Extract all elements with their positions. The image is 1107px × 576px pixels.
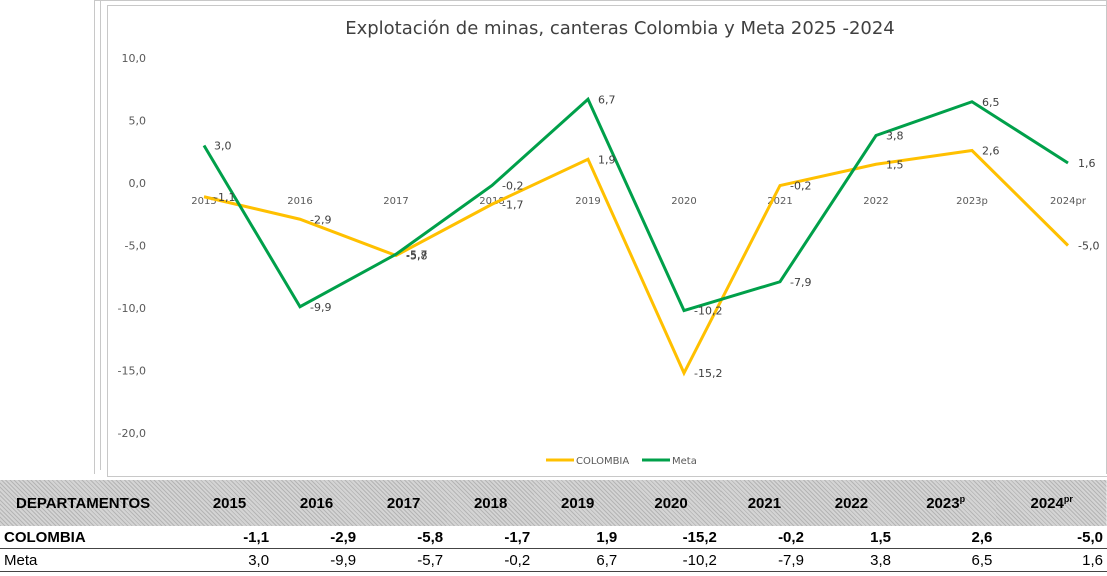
data-label: -7,9 [790, 276, 811, 289]
table-cell: -5,8 [360, 526, 448, 549]
data-label: -1,1 [214, 191, 235, 204]
chart-title: Explotación de minas, canteras Colombia … [345, 18, 895, 39]
series-line-meta [202, 96, 1069, 313]
header-year: 2015 [212, 494, 247, 512]
data-label: 6,7 [598, 93, 616, 106]
table-header-row: DEPARTAMENTOS 2015 2016 2017 2018 2019 2… [0, 480, 1107, 526]
y-tick-label: 0,0 [129, 177, 147, 190]
chart-frame-mid [100, 0, 1107, 470]
header-year: 2019 [561, 494, 595, 512]
y-tick-label: -15,0 [118, 365, 146, 378]
table-cell: 3,8 [807, 548, 895, 572]
header-year: 2022 [834, 494, 869, 512]
x-tick-label: 2016 [287, 196, 312, 207]
table-cell: 6,5 [894, 548, 997, 572]
header-departamentos: DEPARTAMENTOS [16, 494, 151, 512]
x-tick-label: 2024pr [1050, 196, 1087, 207]
y-tick-label: -5,0 [125, 240, 146, 253]
table-cell: 6,7 [534, 548, 622, 572]
data-label: 3,0 [214, 140, 232, 153]
table-cell: -0,2 [447, 548, 535, 572]
table-row-meta: Meta 3,0 -9,9 -5,7 -0,2 6,7 -10,2 -7,9 3… [0, 548, 1107, 572]
table-cell: 1,5 [807, 526, 895, 549]
table-cell: -2,9 [273, 526, 361, 549]
table-cell: 3,0 [186, 548, 274, 572]
data-table: DEPARTAMENTOS 2015 2016 2017 2018 2019 2… [0, 480, 1107, 572]
data-label: 1,6 [1078, 157, 1096, 170]
header-year: 2018 [473, 494, 508, 512]
header-year: 2016 [299, 494, 334, 512]
table-cell: -1,1 [186, 526, 274, 549]
table-cell: -1,7 [447, 526, 535, 549]
data-label: -5,8 [406, 250, 427, 263]
x-tick-label: 2020 [671, 196, 696, 207]
data-label: 3,8 [886, 130, 904, 143]
header-year-2024: 2024pr [1030, 494, 1073, 512]
data-label: 6,5 [982, 96, 1000, 109]
data-label: -0,2 [502, 180, 523, 193]
x-tick-label: 2018 [479, 196, 504, 207]
line-chart: 10,0 5,0 0,0 -5,0 -10,0 -15,0 -20,0 2015 2016 201… [118, 52, 1100, 467]
y-tick-label: 5,0 [129, 115, 147, 128]
data-label: 1,9 [598, 153, 616, 166]
x-tick-label: 2015 [191, 196, 216, 207]
chart-area [107, 5, 1107, 477]
header-year-2023: 2023p [926, 494, 966, 512]
data-label: -2,9 [310, 213, 331, 226]
table-cell: -5,7 [360, 548, 448, 572]
data-label: -5,7 [406, 248, 427, 261]
series-line-colombia [203, 148, 1070, 377]
table-cell: 2,6 [894, 526, 997, 549]
data-label: -10,2 [694, 305, 722, 318]
table-cell: -15,2 [621, 526, 721, 549]
y-tick-label: -20,0 [118, 427, 146, 440]
data-label: 1,5 [886, 158, 904, 171]
table-cell: 1,9 [534, 526, 622, 549]
table-cell: -0,2 [720, 526, 808, 549]
row-label: Meta [0, 548, 186, 572]
x-tick-label: 2021 [767, 196, 792, 207]
x-tick-label: 2017 [383, 196, 408, 207]
header-year: 2020 [654, 494, 688, 512]
table-cell: 1,6 [996, 548, 1107, 572]
x-tick-label: 2022 [863, 196, 888, 207]
data-label: -15,2 [694, 367, 722, 380]
y-tick-label: -10,0 [118, 302, 146, 315]
data-label: 2,6 [982, 145, 1000, 158]
data-label: -9,9 [310, 301, 331, 314]
y-tick-label: 10,0 [122, 52, 147, 65]
legend-label: COLOMBIA [576, 456, 629, 467]
data-label: -1,7 [502, 198, 523, 211]
header-year: 2017 [386, 494, 421, 512]
x-tick-label: 2023p [956, 196, 988, 207]
row-label: COLOMBIA [0, 526, 186, 549]
x-tick-label: 2019 [575, 196, 600, 207]
table-cell: -7,9 [720, 548, 808, 572]
data-label: -0,2 [790, 180, 811, 193]
table-row-colombia: COLOMBIA -1,1 -2,9 -5,8 -1,7 1,9 -15,2 -… [0, 526, 1107, 549]
table-cell: -10,2 [621, 548, 721, 572]
legend-label: Meta [672, 456, 697, 467]
data-label: -5,0 [1078, 240, 1099, 253]
table-cell: -9,9 [273, 548, 361, 572]
table-cell: -5,0 [996, 526, 1107, 549]
header-year: 2021 [747, 494, 782, 512]
